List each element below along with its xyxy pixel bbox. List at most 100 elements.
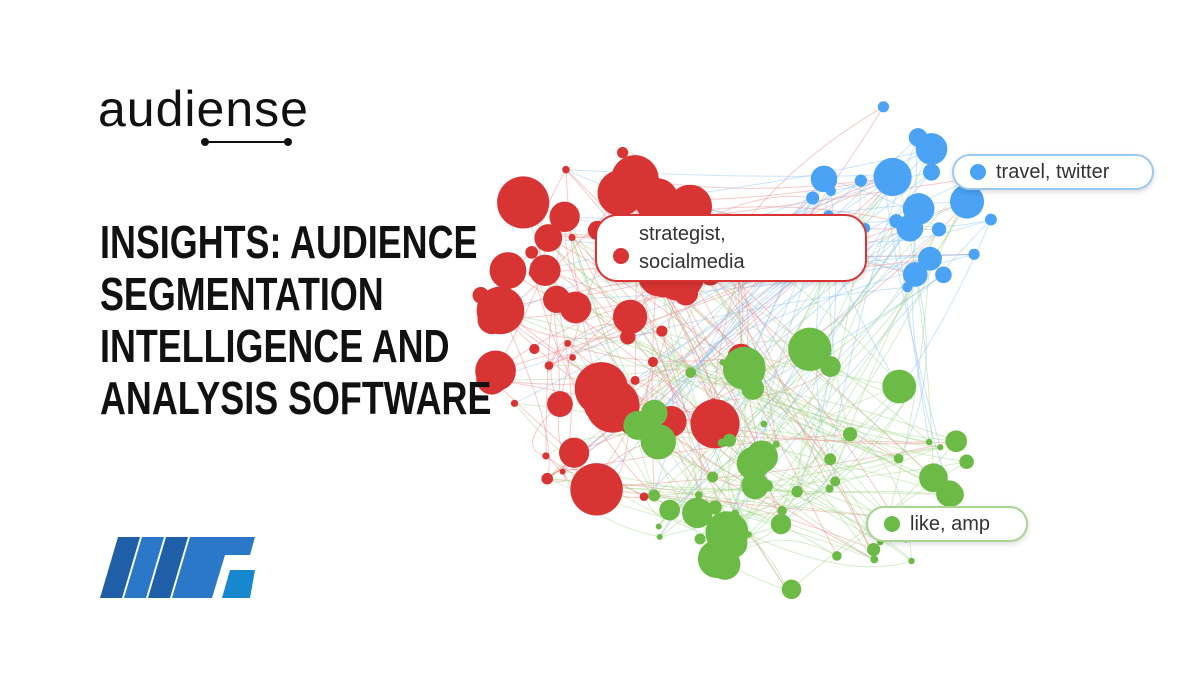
cluster-label-text: travel, twitter xyxy=(996,160,1110,183)
node xyxy=(919,463,948,493)
node xyxy=(908,128,928,147)
edge xyxy=(690,372,934,479)
node xyxy=(717,438,727,448)
edge xyxy=(659,446,941,538)
node xyxy=(902,262,928,287)
node xyxy=(882,369,917,404)
node xyxy=(824,453,837,466)
node xyxy=(525,245,539,259)
node xyxy=(908,557,915,565)
edge xyxy=(545,455,566,483)
cluster-label: strategist, socialmedia xyxy=(595,214,867,282)
edge xyxy=(726,446,941,534)
edge xyxy=(652,171,932,363)
node xyxy=(529,343,540,355)
node xyxy=(648,489,661,502)
node xyxy=(825,484,834,493)
edge xyxy=(661,330,714,478)
node xyxy=(705,511,749,555)
node xyxy=(656,325,668,337)
logo-shape xyxy=(124,537,164,598)
cluster-label: like, amp xyxy=(866,506,1028,542)
edge xyxy=(589,274,680,489)
node xyxy=(940,482,964,507)
node xyxy=(949,184,985,219)
node xyxy=(693,502,700,509)
logo-shape xyxy=(222,570,255,598)
node xyxy=(612,299,648,335)
cluster-dot xyxy=(970,164,986,180)
node xyxy=(791,485,803,498)
node xyxy=(788,327,832,371)
edge xyxy=(654,494,875,560)
node xyxy=(559,291,592,324)
edge xyxy=(698,446,941,496)
edge xyxy=(714,178,825,425)
node xyxy=(968,248,980,260)
edge xyxy=(635,379,957,442)
edge xyxy=(911,208,953,495)
edge xyxy=(726,394,910,534)
node xyxy=(547,391,573,417)
edge xyxy=(500,310,550,479)
edge xyxy=(643,228,940,498)
mtc-logo xyxy=(100,537,255,598)
edge xyxy=(565,169,763,457)
node xyxy=(772,440,780,448)
edge xyxy=(545,433,722,457)
edge xyxy=(652,361,698,514)
node xyxy=(945,430,968,453)
edge xyxy=(644,496,875,560)
node xyxy=(510,399,519,407)
node xyxy=(707,471,719,483)
node xyxy=(475,350,516,392)
node xyxy=(647,356,658,367)
edge xyxy=(895,221,930,443)
edge xyxy=(748,178,972,535)
node xyxy=(586,484,594,491)
node xyxy=(877,101,890,113)
node xyxy=(896,214,924,242)
node xyxy=(777,505,787,516)
node xyxy=(741,471,769,500)
headline-line: INTELLIGENCE AND xyxy=(100,320,450,372)
edge xyxy=(797,491,875,550)
edge xyxy=(716,201,968,560)
node xyxy=(709,398,717,405)
node xyxy=(690,411,713,434)
node xyxy=(722,433,737,447)
edge xyxy=(491,286,908,380)
node xyxy=(655,523,662,530)
node xyxy=(694,491,703,499)
edge xyxy=(748,534,912,568)
edge xyxy=(696,385,900,514)
node xyxy=(640,424,677,460)
node xyxy=(570,463,623,516)
node xyxy=(559,437,590,468)
node xyxy=(562,165,570,174)
node xyxy=(559,468,566,475)
node xyxy=(931,222,947,237)
node xyxy=(682,497,713,529)
logo-dot xyxy=(201,138,209,146)
edge xyxy=(612,173,899,407)
edge xyxy=(781,395,910,512)
edge xyxy=(589,487,890,518)
node xyxy=(854,174,868,187)
node xyxy=(564,339,572,347)
edge xyxy=(651,283,657,496)
node xyxy=(500,308,510,317)
node xyxy=(760,479,773,492)
edge xyxy=(663,280,899,459)
node xyxy=(694,533,706,545)
node xyxy=(630,375,640,385)
node xyxy=(745,531,752,538)
edge xyxy=(627,336,930,443)
node xyxy=(542,452,550,460)
node xyxy=(770,513,792,535)
edge xyxy=(714,173,899,508)
node xyxy=(781,579,802,600)
node xyxy=(719,359,726,366)
node xyxy=(842,427,858,442)
